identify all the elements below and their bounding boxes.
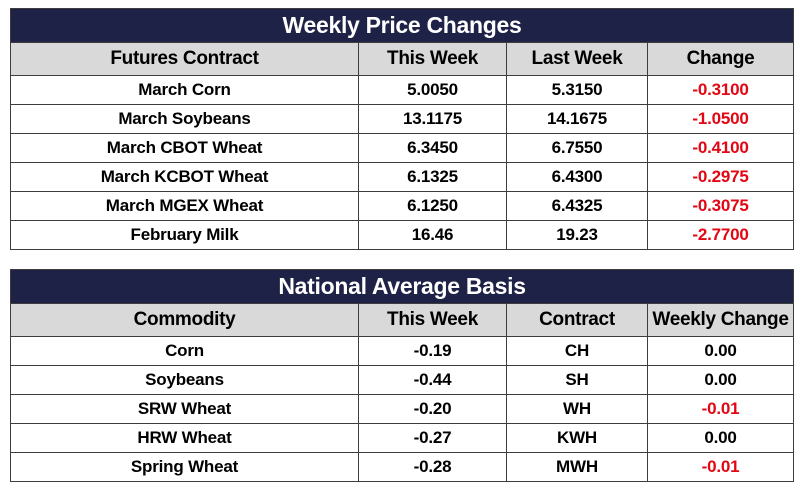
this-week-basis: -0.19 bbox=[358, 336, 507, 366]
price-change: -0.3100 bbox=[646, 75, 795, 105]
last-week-price: 6.7550 bbox=[506, 133, 648, 163]
contract-name: March MGEX Wheat bbox=[10, 191, 359, 221]
table-row: February Milk 16.46 19.23 -2.7700 bbox=[10, 220, 795, 250]
table-row: SRW Wheat -0.20 WH -0.01 bbox=[10, 394, 795, 424]
this-week-basis: -0.44 bbox=[358, 365, 507, 395]
this-week-basis: -0.27 bbox=[358, 423, 507, 453]
last-week-price: 6.4300 bbox=[506, 162, 648, 192]
national-average-basis-title: National Average Basis bbox=[9, 269, 795, 304]
commodity-name: HRW Wheat bbox=[10, 423, 359, 453]
weekly-change: 0.00 bbox=[646, 365, 795, 395]
this-week-price: 6.3450 bbox=[358, 133, 507, 163]
commodity-name: Spring Wheat bbox=[10, 452, 359, 482]
this-week-price: 6.1250 bbox=[358, 191, 507, 221]
column-header-commodity: Commodity bbox=[10, 303, 359, 337]
last-week-price: 6.4325 bbox=[506, 191, 648, 221]
weekly-price-changes-table: Weekly Price Changes Futures Contract Th… bbox=[9, 8, 795, 250]
commodity-name: Soybeans bbox=[10, 365, 359, 395]
this-week-price: 16.46 bbox=[358, 220, 507, 250]
column-header-weekly-change: Weekly Change bbox=[646, 303, 795, 337]
last-week-price: 5.3150 bbox=[506, 75, 648, 105]
column-header-futures-contract: Futures Contract bbox=[10, 42, 359, 76]
this-week-price: 6.1325 bbox=[358, 162, 507, 192]
column-header-contract: Contract bbox=[506, 303, 648, 337]
weekly-change: -0.01 bbox=[646, 452, 795, 482]
column-header-change: Change bbox=[646, 42, 795, 76]
last-week-price: 19.23 bbox=[506, 220, 648, 250]
price-change: -0.3075 bbox=[646, 191, 795, 221]
price-change: -0.2975 bbox=[646, 162, 795, 192]
table-row: Corn -0.19 CH 0.00 bbox=[10, 336, 795, 366]
table-row: March Corn 5.0050 5.3150 -0.3100 bbox=[10, 75, 795, 105]
table-row: March KCBOT Wheat 6.1325 6.4300 -0.2975 bbox=[10, 162, 795, 192]
column-header-last-week: Last Week bbox=[506, 42, 648, 76]
price-change: -1.0500 bbox=[646, 104, 795, 134]
contract-code: KWH bbox=[506, 423, 648, 453]
this-week-price: 13.1175 bbox=[358, 104, 507, 134]
column-header-this-week: This Week bbox=[358, 42, 507, 76]
contract-code: WH bbox=[506, 394, 648, 424]
this-week-basis: -0.28 bbox=[358, 452, 507, 482]
table-row: HRW Wheat -0.27 KWH 0.00 bbox=[10, 423, 795, 453]
contract-name: March CBOT Wheat bbox=[10, 133, 359, 163]
price-change: -2.7700 bbox=[646, 220, 795, 250]
column-header-this-week: This Week bbox=[358, 303, 507, 337]
weekly-change: 0.00 bbox=[646, 423, 795, 453]
weekly-change: -0.01 bbox=[646, 394, 795, 424]
contract-code: CH bbox=[506, 336, 648, 366]
contract-name: March Corn bbox=[10, 75, 359, 105]
contract-code: SH bbox=[506, 365, 648, 395]
this-week-basis: -0.20 bbox=[358, 394, 507, 424]
table-row: Spring Wheat -0.28 MWH -0.01 bbox=[10, 452, 795, 482]
table-row: Soybeans -0.44 SH 0.00 bbox=[10, 365, 795, 395]
price-change: -0.4100 bbox=[646, 133, 795, 163]
table-row: March CBOT Wheat 6.3450 6.7550 -0.4100 bbox=[10, 133, 795, 163]
table-row: March MGEX Wheat 6.1250 6.4325 -0.3075 bbox=[10, 191, 795, 221]
commodity-name: Corn bbox=[10, 336, 359, 366]
national-average-basis-table: National Average Basis Commodity This We… bbox=[9, 269, 795, 482]
contract-name: February Milk bbox=[10, 220, 359, 250]
last-week-price: 14.1675 bbox=[506, 104, 648, 134]
commodity-name: SRW Wheat bbox=[10, 394, 359, 424]
contract-name: March Soybeans bbox=[10, 104, 359, 134]
weekly-price-changes-title: Weekly Price Changes bbox=[9, 8, 795, 43]
contract-name: March KCBOT Wheat bbox=[10, 162, 359, 192]
table-row: March Soybeans 13.1175 14.1675 -1.0500 bbox=[10, 104, 795, 134]
contract-code: MWH bbox=[506, 452, 648, 482]
this-week-price: 5.0050 bbox=[358, 75, 507, 105]
weekly-change: 0.00 bbox=[646, 336, 795, 366]
